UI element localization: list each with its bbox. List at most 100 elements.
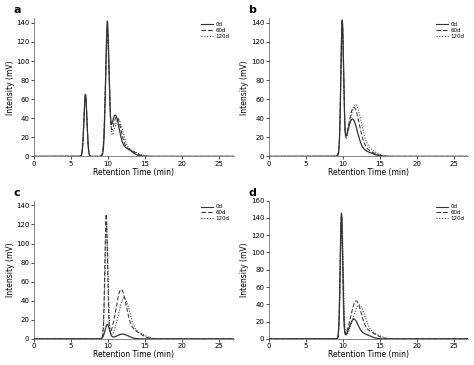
120d bbox=[180, 337, 186, 341]
0d bbox=[195, 337, 201, 341]
Y-axis label: Intensity (mV): Intensity (mV) bbox=[240, 242, 249, 297]
0d bbox=[386, 154, 392, 158]
0d bbox=[161, 337, 166, 341]
Legend: 0d, 60d, 120d: 0d, 60d, 120d bbox=[200, 21, 231, 40]
60d bbox=[302, 154, 308, 158]
0d bbox=[31, 154, 36, 158]
60d bbox=[396, 154, 401, 158]
Line: 120d: 120d bbox=[269, 22, 468, 156]
60d bbox=[465, 337, 471, 341]
60d bbox=[161, 337, 166, 341]
0d bbox=[396, 154, 401, 158]
0d bbox=[302, 154, 308, 158]
Text: d: d bbox=[248, 188, 256, 198]
0d bbox=[180, 337, 186, 341]
120d bbox=[231, 154, 237, 158]
60d bbox=[342, 330, 348, 334]
120d bbox=[104, 37, 110, 41]
0d bbox=[342, 331, 348, 336]
Line: 60d: 60d bbox=[34, 214, 234, 339]
Y-axis label: Intensity (mV): Intensity (mV) bbox=[240, 60, 249, 115]
60d bbox=[67, 337, 73, 341]
Line: 120d: 120d bbox=[269, 218, 468, 339]
120d bbox=[415, 154, 420, 158]
60d bbox=[180, 337, 186, 341]
Text: b: b bbox=[248, 5, 256, 15]
0d bbox=[231, 337, 237, 341]
120d bbox=[415, 337, 420, 341]
120d bbox=[107, 328, 113, 332]
X-axis label: Retention Time (min): Retention Time (min) bbox=[93, 168, 174, 177]
60d bbox=[67, 154, 73, 158]
Y-axis label: Intensity (mV): Intensity (mV) bbox=[6, 242, 15, 297]
Line: 120d: 120d bbox=[34, 224, 234, 339]
Line: 60d: 60d bbox=[269, 20, 468, 156]
120d bbox=[151, 336, 156, 341]
0d bbox=[302, 337, 308, 341]
0d bbox=[396, 337, 401, 341]
120d bbox=[339, 20, 345, 24]
60d bbox=[430, 337, 436, 341]
0d bbox=[195, 154, 201, 158]
X-axis label: Retention Time (min): Retention Time (min) bbox=[328, 350, 409, 360]
Legend: 0d, 60d, 120d: 0d, 60d, 120d bbox=[435, 203, 465, 222]
120d bbox=[302, 154, 308, 158]
0d bbox=[231, 154, 237, 158]
120d bbox=[302, 337, 308, 341]
60d bbox=[342, 125, 348, 129]
120d bbox=[31, 337, 36, 341]
120d bbox=[339, 215, 345, 220]
120d bbox=[386, 154, 392, 158]
120d bbox=[396, 337, 401, 341]
120d bbox=[430, 154, 436, 158]
Line: 60d: 60d bbox=[34, 30, 234, 156]
0d bbox=[430, 337, 436, 341]
120d bbox=[396, 154, 401, 158]
60d bbox=[180, 154, 186, 158]
Text: c: c bbox=[14, 188, 20, 198]
60d bbox=[103, 212, 109, 216]
0d bbox=[151, 154, 156, 158]
120d bbox=[31, 154, 36, 158]
0d bbox=[339, 18, 345, 22]
60d bbox=[195, 154, 201, 158]
60d bbox=[231, 337, 237, 341]
0d bbox=[266, 337, 272, 341]
120d bbox=[266, 337, 272, 341]
0d bbox=[430, 154, 436, 158]
60d bbox=[415, 337, 420, 341]
60d bbox=[151, 337, 156, 341]
60d bbox=[386, 154, 392, 158]
60d bbox=[266, 337, 272, 341]
60d bbox=[415, 154, 420, 158]
120d bbox=[67, 337, 73, 341]
120d bbox=[386, 336, 392, 341]
0d bbox=[342, 125, 348, 129]
0d bbox=[266, 154, 272, 158]
120d bbox=[180, 154, 186, 158]
Legend: 0d, 60d, 120d: 0d, 60d, 120d bbox=[200, 203, 231, 222]
0d bbox=[386, 337, 392, 341]
0d bbox=[107, 104, 113, 109]
0d bbox=[107, 330, 113, 334]
120d bbox=[67, 154, 73, 158]
X-axis label: Retention Time (min): Retention Time (min) bbox=[328, 168, 409, 177]
0d bbox=[415, 337, 420, 341]
Line: 60d: 60d bbox=[269, 215, 468, 339]
Line: 0d: 0d bbox=[269, 20, 468, 156]
Line: 0d: 0d bbox=[34, 324, 234, 339]
120d bbox=[195, 154, 201, 158]
120d bbox=[266, 154, 272, 158]
60d bbox=[195, 337, 201, 341]
60d bbox=[151, 154, 156, 158]
120d bbox=[231, 337, 237, 341]
60d bbox=[104, 28, 110, 32]
60d bbox=[430, 154, 436, 158]
120d bbox=[465, 154, 471, 158]
60d bbox=[107, 104, 113, 108]
0d bbox=[67, 337, 73, 341]
0d bbox=[67, 154, 73, 158]
60d bbox=[465, 154, 471, 158]
60d bbox=[231, 154, 237, 158]
Text: a: a bbox=[14, 5, 21, 15]
